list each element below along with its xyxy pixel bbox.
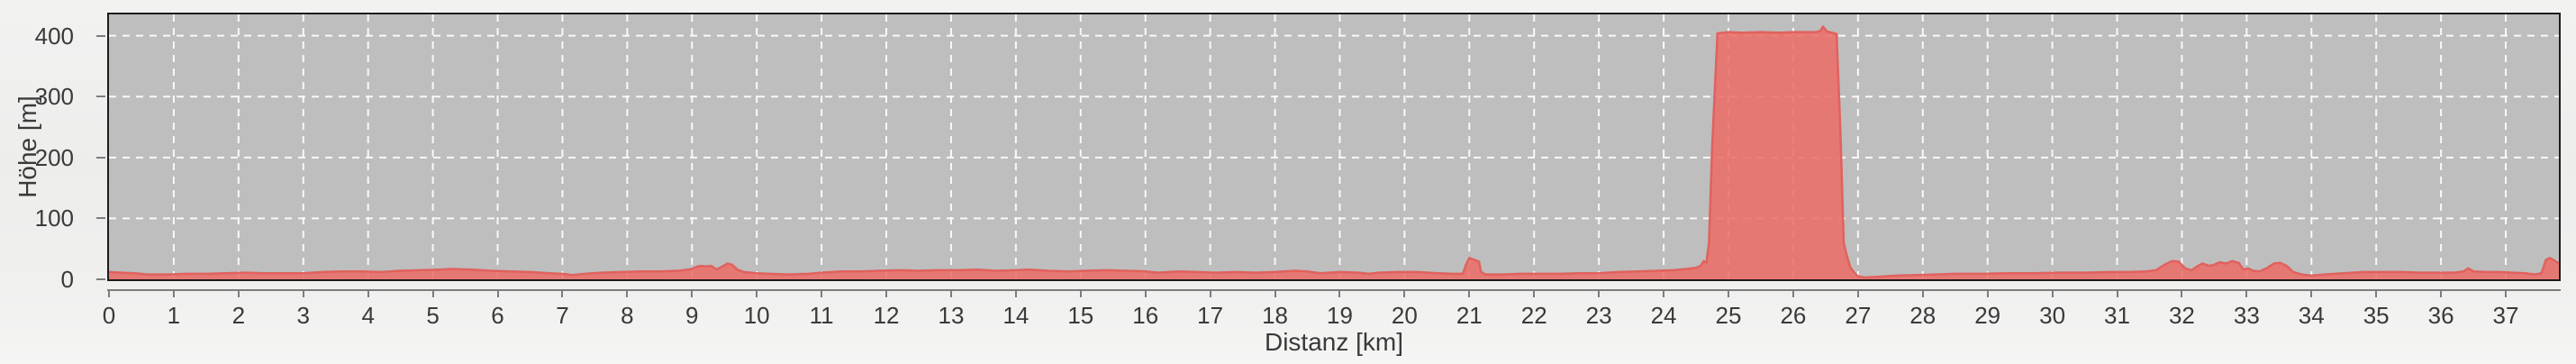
x-tick-mark (1986, 291, 1989, 297)
x-tick-label: 11 (809, 302, 834, 329)
plot-svg (109, 14, 2559, 279)
x-tick-mark (1791, 291, 1794, 297)
x-tick-label: 29 (1974, 302, 2001, 329)
x-tick-mark (367, 291, 369, 297)
y-tick-label: 200 (34, 143, 74, 171)
x-tick-mark (691, 291, 694, 297)
x-tick-label: 2 (231, 302, 246, 329)
x-tick-mark (2310, 291, 2313, 297)
elevation-area (109, 26, 2559, 279)
x-tick-label: 1 (167, 302, 181, 329)
x-tick-mark (756, 291, 758, 297)
x-tick-label: 37 (2492, 302, 2519, 329)
gridlines (109, 14, 2559, 279)
x-tick-mark (2245, 291, 2248, 297)
x-tick-mark (2051, 291, 2054, 297)
y-tick-label: 0 (60, 266, 74, 293)
elevation-line (109, 25, 2559, 279)
x-tick-label: 21 (1456, 302, 1483, 329)
y-tick-mark (96, 156, 105, 159)
x-tick-mark (1856, 291, 1859, 297)
y-tick-label: 300 (34, 83, 74, 111)
x-tick-label: 31 (2104, 302, 2130, 329)
x-tick-mark (1598, 291, 1601, 297)
x-tick-label: 32 (2168, 302, 2195, 329)
x-tick-label: 19 (1327, 302, 1353, 329)
x-tick-mark (561, 291, 564, 297)
x-tick-label: 36 (2427, 302, 2454, 329)
y-tick-label: 400 (34, 22, 74, 50)
x-tick-label: 9 (685, 302, 699, 329)
x-tick-label: 30 (2039, 302, 2066, 329)
x-tick-label: 7 (556, 302, 569, 329)
x-tick-label: 3 (296, 302, 310, 329)
x-tick-mark (1468, 291, 1471, 297)
x-tick-mark (2116, 291, 2118, 297)
x-axis-line (107, 289, 2561, 291)
x-tick-mark (2375, 291, 2378, 297)
x-tick-label: 13 (938, 302, 965, 329)
y-tick-mark (96, 96, 105, 98)
x-tick-mark (1921, 291, 1924, 297)
x-tick-mark (431, 291, 434, 297)
y-tick-label: 100 (34, 205, 74, 232)
x-tick-label: 35 (2363, 302, 2390, 329)
x-tick-mark (1079, 291, 1082, 297)
x-tick-label: 6 (491, 302, 504, 329)
x-tick-mark (626, 291, 629, 297)
x-tick-label: 24 (1650, 302, 1677, 329)
x-tick-label: 14 (1002, 302, 1029, 329)
x-axis-title: Distanz [km] (1264, 328, 1404, 356)
y-axis-title: Höhe [m] (14, 96, 41, 198)
x-tick-label: 28 (1909, 302, 1937, 329)
x-tick-label: 10 (743, 302, 770, 329)
x-tick-mark (1274, 291, 1276, 297)
x-tick-label: 12 (873, 302, 900, 329)
x-tick-label: 27 (1845, 302, 1872, 329)
x-tick-label: 34 (2298, 302, 2325, 329)
y-tick-mark (96, 278, 105, 280)
x-tick-label: 25 (1715, 302, 1742, 329)
x-tick-mark (302, 291, 304, 297)
x-tick-label: 15 (1067, 302, 1094, 329)
x-tick-mark (108, 291, 110, 297)
x-tick-mark (949, 291, 952, 297)
x-tick-label: 8 (621, 302, 634, 329)
x-tick-mark (2505, 291, 2508, 297)
x-tick-mark (1144, 291, 1147, 297)
x-tick-label: 17 (1197, 302, 1224, 329)
x-tick-label: 33 (2233, 302, 2260, 329)
x-tick-label: 0 (102, 302, 116, 329)
x-tick-mark (2440, 291, 2443, 297)
x-tick-mark (1014, 291, 1017, 297)
x-tick-mark (1338, 291, 1341, 297)
plot-area (107, 13, 2561, 281)
x-tick-mark (496, 291, 499, 297)
x-tick-label: 16 (1132, 302, 1159, 329)
x-tick-mark (237, 291, 240, 297)
x-tick-label: 5 (426, 302, 440, 329)
x-tick-mark (1209, 291, 1211, 297)
x-tick-label: 26 (1780, 302, 1807, 329)
x-tick-mark (1403, 291, 1406, 297)
x-tick-mark (1727, 291, 1729, 297)
x-tick-mark (821, 291, 823, 297)
x-tick-label: 22 (1520, 302, 1547, 329)
x-tick-label: 20 (1391, 302, 1418, 329)
x-tick-mark (172, 291, 175, 297)
y-tick-mark (96, 217, 105, 220)
x-tick-mark (1533, 291, 1536, 297)
x-tick-label: 18 (1262, 302, 1289, 329)
x-tick-label: 23 (1585, 302, 1612, 329)
x-tick-label: 4 (361, 302, 375, 329)
y-tick-mark (96, 34, 105, 37)
x-tick-mark (2181, 291, 2183, 297)
x-tick-mark (1663, 291, 1665, 297)
x-tick-mark (885, 291, 888, 297)
